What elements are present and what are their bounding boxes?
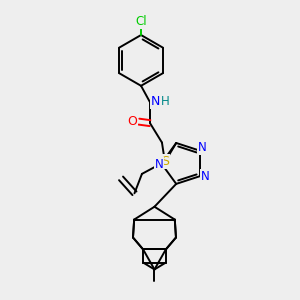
Text: S: S [161,155,169,168]
Text: O: O [127,115,137,128]
Text: N: N [201,169,210,183]
Text: N: N [198,141,207,154]
Text: N: N [154,158,163,171]
Text: N: N [151,95,160,108]
Text: Cl: Cl [135,15,147,28]
Text: H: H [161,95,170,108]
